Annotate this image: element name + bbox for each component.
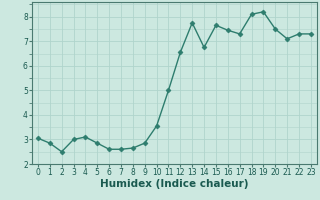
X-axis label: Humidex (Indice chaleur): Humidex (Indice chaleur) [100,179,249,189]
